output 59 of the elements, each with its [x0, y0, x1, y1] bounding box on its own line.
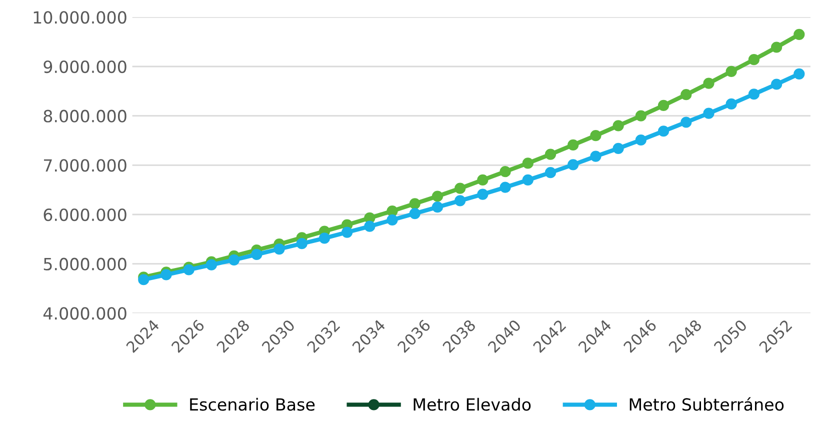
- point: [770, 78, 782, 90]
- point: [680, 89, 692, 100]
- point: [568, 159, 579, 170]
- point: [726, 98, 737, 110]
- point: [386, 205, 398, 217]
- point: [386, 214, 398, 226]
- point: [160, 269, 172, 280]
- point: [544, 148, 556, 160]
- point: [635, 110, 646, 122]
- point: [228, 254, 240, 266]
- point: [770, 42, 782, 53]
- point: [432, 190, 444, 202]
- point: [500, 166, 511, 178]
- point: [703, 108, 714, 119]
- point: [432, 202, 444, 213]
- y-tick-label: 10.000.000: [34, 11, 126, 24]
- point: [274, 243, 285, 255]
- y-tick-label: 4.000.000: [43, 307, 126, 320]
- point: [500, 182, 511, 193]
- point: [612, 142, 624, 154]
- point: [748, 88, 760, 100]
- legend-label: Escenario Base: [190, 398, 315, 411]
- point: [658, 100, 670, 112]
- point: [635, 134, 646, 146]
- point: [658, 126, 670, 137]
- point: [748, 54, 760, 66]
- point: [409, 208, 420, 220]
- point: [206, 259, 217, 270]
- point: [522, 158, 534, 169]
- y-tick-label: 6.000.000: [44, 208, 126, 222]
- point: [342, 226, 353, 238]
- legend-label: Metro Elevado: [414, 398, 531, 411]
- point: [138, 274, 150, 286]
- point: [454, 195, 466, 206]
- point: [454, 182, 466, 194]
- point: [544, 167, 556, 178]
- point: [296, 238, 308, 250]
- point: [794, 28, 805, 40]
- point: [183, 264, 194, 276]
- point: [568, 139, 579, 150]
- point: [794, 68, 805, 80]
- point: [590, 150, 602, 162]
- y-tick-label: 5.000.000: [44, 258, 126, 270]
- point: [409, 198, 420, 210]
- point: [318, 232, 330, 244]
- point: [522, 174, 534, 186]
- point: [477, 174, 488, 186]
- point: [364, 220, 376, 232]
- point: [251, 248, 262, 260]
- point: [726, 66, 737, 77]
- point: [680, 116, 692, 128]
- y-tick-label: 7.000.000: [44, 159, 126, 172]
- y-tick-label: 9.000.000: [44, 60, 126, 74]
- legend-label: Metro Subterráneo: [630, 397, 784, 411]
- point: [612, 120, 624, 132]
- point: [477, 188, 488, 200]
- point: [590, 130, 602, 142]
- y-tick-label: 8.000.000: [44, 110, 126, 122]
- point: [703, 78, 714, 89]
